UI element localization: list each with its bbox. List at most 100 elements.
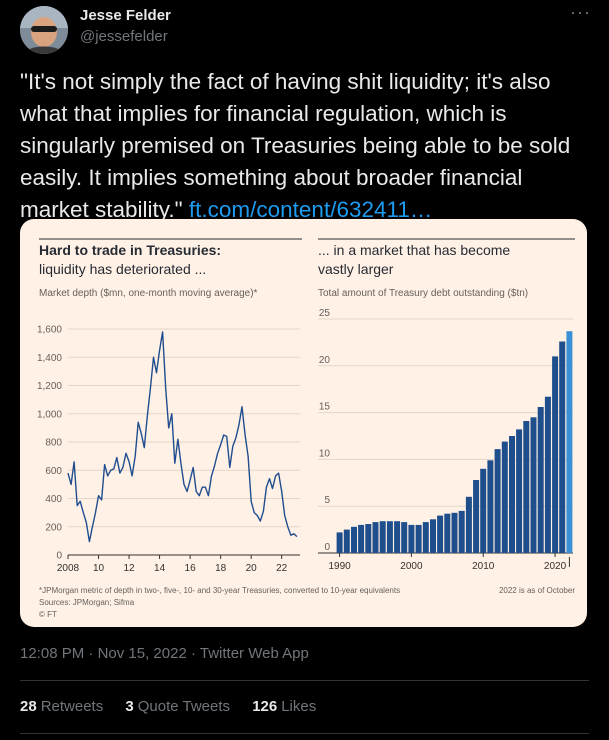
bar [415,524,422,553]
bar [365,524,372,553]
x-tick-label: 22 [276,563,288,574]
y-tick-label: 600 [45,466,62,477]
y-tick-label: 10 [319,448,331,459]
x-tick-label: 20 [246,563,258,574]
quote-tweets-label: Quote Tweets [137,698,231,715]
y-tick-label: 400 [45,494,62,505]
y-tick-label: 1,000 [37,409,62,420]
right-y-axis-label: Total amount of Treasury debt outstandin… [318,288,528,299]
y-tick-label: 0 [56,551,62,562]
bar [401,522,408,553]
tweet-source[interactable]: Twitter Web App [199,645,309,662]
y-tick-label: 1,200 [37,381,62,392]
right-bar-chart: 0 5 10 15 20 25 1990 2000 2010 2020 [318,308,573,572]
x-tick-label: 1990 [328,561,351,572]
bar [552,356,559,553]
divider [20,733,589,734]
bar [422,522,429,553]
bar [537,407,544,553]
left-chart-title: Hard to trade in Treasuries: [39,242,221,258]
y-tick-label: 15 [319,402,331,413]
bar [523,421,530,553]
bar [394,521,401,553]
x-tick-label: 12 [123,563,135,574]
left-y-axis-label: Market depth ($mn, one-month moving aver… [39,288,258,299]
x-tick-label: 14 [154,563,166,574]
bar [544,396,551,553]
bar [336,532,343,553]
avatar-image [20,6,68,54]
retweets-label: Retweets [40,698,104,715]
x-tick-label: 2020 [544,561,567,572]
x-tick-label: 16 [185,563,197,574]
right-chart-title: ... in a market that has become [318,242,510,258]
bar [351,526,357,553]
bar [408,524,415,553]
bar [566,331,573,553]
bar [437,515,444,553]
y-tick-label: 1,600 [37,325,62,336]
author-name[interactable]: Jesse Felder [80,7,171,24]
meta-separator: · [190,645,196,662]
bar [465,496,472,553]
bar [372,522,379,553]
figure-credit: © FT [39,610,57,619]
likes-count: 126 [252,698,278,715]
meta-separator: · [88,645,94,662]
right-chart-subtitle: vastly larger [318,261,394,277]
avatar[interactable] [20,6,68,54]
retweets-count: 28 [20,698,37,715]
figure-sources: Sources: JPMorgan; Sifma [39,598,135,607]
quote-tweets-count: 3 [125,698,134,715]
y-tick-label: 0 [324,542,330,553]
bar [559,341,566,553]
more-dots-icon[interactable]: ··· [570,2,591,22]
bar [451,512,458,553]
bar [473,480,480,553]
bar [430,519,436,553]
author-handle[interactable]: @jessefelder [80,28,168,45]
tweet-time[interactable]: 12:08 PM [20,645,85,662]
likes-label: Likes [281,698,317,715]
y-tick-label: 800 [45,438,62,449]
bar [494,449,501,553]
figure-note-right: 2022 is as of October [499,586,575,595]
bar [530,417,537,553]
charts-svg: Hard to trade in Treasuries: liquidity h… [37,238,575,619]
bar [501,441,508,553]
retweets-stat[interactable]: 28 Retweets [20,698,103,715]
x-tick-label: 2008 [57,563,80,574]
left-line-chart: 0 200 400 600 800 1,000 1,200 1,400 1,600 2008 10 1… [37,325,300,574]
likes-stat[interactable]: 126 Likes [252,698,316,715]
tweet-body: "It's not simply the fact of having shit… [20,69,571,222]
bar [516,429,523,553]
y-tick-label: 200 [45,522,62,533]
bar [444,513,451,553]
tweet-stats: 28 Retweets 3 Quote Tweets 126 Likes [20,698,334,715]
bar [487,460,494,553]
y-tick-label: 25 [319,308,331,319]
y-tick-label: 5 [324,495,330,506]
x-tick-label: 18 [215,563,227,574]
bar [480,468,487,553]
quote-tweets-stat[interactable]: 3 Quote Tweets [125,698,230,715]
tweet-link[interactable]: ft.com/content/632411… [188,197,433,222]
divider [20,680,589,681]
bar [358,524,365,553]
tweet-meta: 12:08 PM · Nov 15, 2022 · Twitter Web Ap… [20,645,309,662]
figure-footnote: *JPMorgan metric of depth in two-, five-… [39,586,400,595]
bar [379,521,386,553]
tweet-text: "It's not simply the fact of having shit… [20,66,595,226]
series-line [67,331,298,543]
left-chart-subtitle: liquidity has deteriorated ... [39,261,206,277]
x-tick-label: 2010 [472,561,495,572]
x-tick-label: 2000 [400,561,423,572]
bar [343,529,350,553]
y-tick-label: 1,400 [37,353,62,364]
attached-chart-image[interactable]: Hard to trade in Treasuries: liquidity h… [20,219,587,627]
x-tick-label: 10 [93,563,105,574]
bar [509,436,515,553]
bar [386,521,393,553]
tweet-date[interactable]: Nov 15, 2022 [97,645,187,662]
bar [458,510,465,553]
